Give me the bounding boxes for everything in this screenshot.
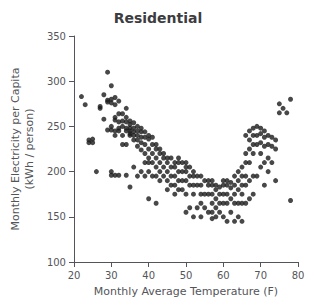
- svg-text:80: 80: [292, 270, 305, 281]
- svg-text:250: 250: [47, 121, 66, 132]
- svg-text:350: 350: [47, 31, 66, 42]
- svg-text:60: 60: [217, 270, 230, 281]
- svg-text:40: 40: [142, 270, 155, 281]
- svg-text:Monthly Electricity per Capita: Monthly Electricity per Capita: [9, 68, 22, 231]
- svg-text:Residential: Residential: [114, 10, 203, 26]
- svg-text:(kWh / person): (kWh / person): [23, 108, 36, 189]
- svg-text:30: 30: [105, 270, 118, 281]
- svg-text:200: 200: [47, 166, 66, 177]
- svg-text:150: 150: [47, 211, 66, 222]
- svg-text:Monthly Average Temperature (F: Monthly Average Temperature (F): [94, 285, 278, 298]
- svg-text:70: 70: [254, 270, 267, 281]
- svg-text:300: 300: [47, 76, 66, 87]
- svg-text:50: 50: [180, 270, 193, 281]
- svg-text:100: 100: [47, 257, 66, 268]
- svg-text:20: 20: [68, 270, 81, 281]
